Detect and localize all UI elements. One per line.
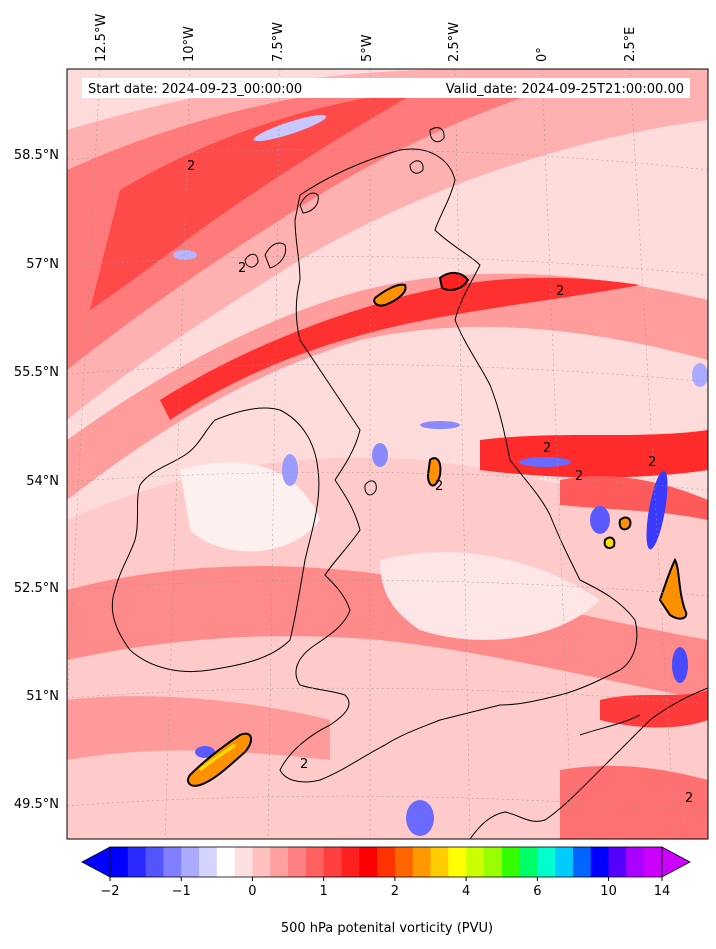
colorbar-cell: [234, 847, 253, 877]
contour-labels: 2 2 2 2 2 2 2 2 2: [187, 159, 693, 806]
lon-label: 2.5°W: [447, 22, 462, 62]
map-frame: [66, 68, 709, 840]
colorbar-cell: [127, 847, 147, 877]
lon-label: 5°W: [360, 34, 375, 62]
colorbar-cell: [590, 847, 610, 877]
colorbar-min-arrow: [81, 846, 111, 878]
colorbar-tick-label: 14: [654, 884, 671, 899]
colorbar-cell: [252, 847, 271, 877]
colorbar-cell: [448, 847, 467, 877]
colorbar-tick-label: 0: [248, 884, 256, 899]
colorbar-cell: [466, 847, 485, 877]
contour-label: 2: [187, 159, 195, 174]
colorbar-cell: [163, 847, 182, 877]
colorbar-cell: [305, 847, 325, 877]
lat-label: 57°N: [26, 257, 59, 272]
info-banner: [82, 78, 690, 98]
lat-label: 58.5°N: [14, 148, 59, 163]
graticule: [67, 69, 708, 839]
lon-label: 0°: [535, 47, 550, 62]
lon-label: 12.5°W: [94, 14, 109, 62]
pv-field: [67, 69, 708, 839]
colorbar-tick-label: 6: [533, 884, 541, 899]
contour-label: 2: [300, 757, 308, 772]
colorbar-cell: [341, 847, 360, 877]
colorbar-frame: [109, 846, 663, 878]
colorbar-cell: [288, 847, 307, 877]
colorbar-tick-label: −1: [172, 884, 191, 899]
colorbar-label: 500 hPa potenital vorticity (PVU): [281, 921, 493, 936]
coastlines: [111, 127, 708, 839]
contour-label: 2: [556, 284, 564, 299]
contour-label: 2: [648, 455, 656, 470]
colorbar-cell: [181, 847, 200, 877]
colorbar: −2 −1 0 1 2 4 6 10 14 500 hPa potenital vorticit…: [81, 846, 691, 936]
colorbar-cell: [199, 847, 218, 877]
lon-label: 7.5°W: [271, 22, 286, 62]
colorbar-cell: [145, 847, 164, 877]
contour-label: 2: [575, 469, 583, 484]
colorbar-cell: [270, 847, 289, 877]
colorbar-tick-label: 4: [462, 884, 470, 899]
latitude-labels: 58.5°N 57°N 55.5°N 54°N 52.5°N 51°N 49.5…: [14, 148, 59, 812]
colorbar-cell: [483, 847, 503, 877]
colorbar-tick-label: 1: [320, 884, 328, 899]
contour-label: 2: [435, 479, 443, 494]
colorbar-cell: [216, 847, 236, 877]
colorbar-cell: [394, 847, 414, 877]
lat-label: 51°N: [26, 689, 59, 704]
longitude-labels: 12.5°W 10°W 7.5°W 5°W 2.5°W 0° 2.5°E: [94, 14, 638, 62]
colorbar-ticks: −2 −1 0 1 2 4 6 10 14: [100, 877, 670, 899]
colorbar-cell: [555, 847, 574, 877]
colorbar-cell: [412, 847, 432, 877]
lat-label: 49.5°N: [14, 797, 59, 812]
lat-label: 55.5°N: [14, 365, 59, 380]
contour-label: 2: [685, 791, 693, 806]
colorbar-max-arrow: [661, 846, 691, 878]
lat-label: 54°N: [26, 474, 59, 489]
map-panel: 2 2 2 2 2 2 2 2 2 Start date: 2024-09-23…: [67, 69, 708, 839]
colorbar-tick-label: 2: [391, 884, 399, 899]
contour-label: 2: [238, 261, 246, 276]
colorbar-cell: [430, 847, 449, 877]
colorbar-cell: [626, 847, 645, 877]
lon-label: 2.5°E: [623, 27, 638, 62]
colorbar-tick-label: 10: [600, 884, 617, 899]
colorbar-cell: [537, 847, 556, 877]
colorbar-cell: [501, 847, 521, 877]
colorbar-cells: [110, 847, 663, 877]
colorbar-cell: [644, 847, 663, 877]
colorbar-cell: [359, 847, 378, 877]
contour-label: 2: [543, 441, 551, 456]
start-date-label: Start date: 2024-09-23_00:00:00: [88, 82, 302, 97]
colorbar-cell: [572, 847, 592, 877]
colorbar-cell: [110, 847, 129, 877]
colorbar-cell: [377, 847, 396, 877]
lon-label: 10°W: [182, 26, 197, 62]
colorbar-cell: [519, 847, 538, 877]
valid-date-label: Valid_date: 2024-09-25T21:00:00.00: [446, 82, 684, 97]
colorbar-tick-label: −2: [100, 884, 119, 899]
colorbar-cell: [323, 847, 342, 877]
lat-label: 52.5°N: [14, 581, 59, 596]
colorbar-cell: [608, 847, 627, 877]
